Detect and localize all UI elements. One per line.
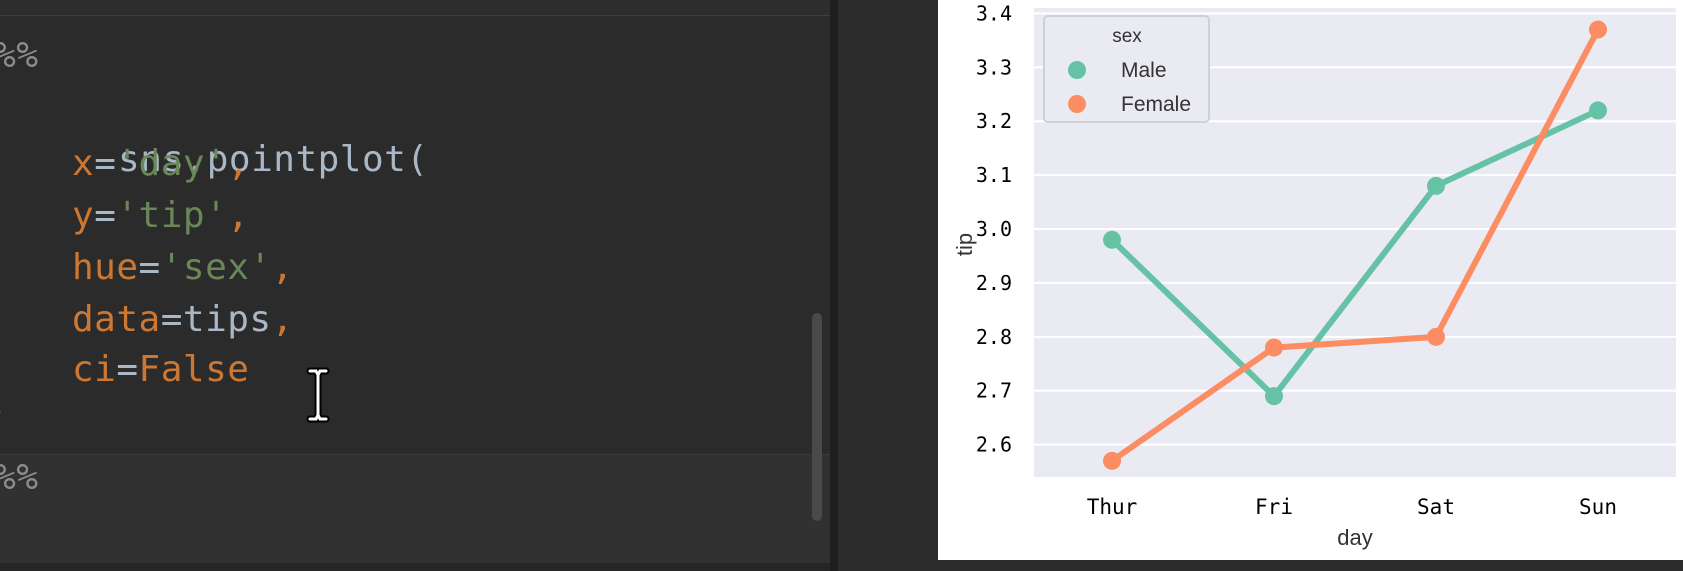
comma: , <box>227 143 250 184</box>
kwarg-value: 'day' <box>116 143 228 184</box>
x-tick-label: Sat <box>1417 495 1455 519</box>
y-tick-label: 2.8 <box>976 325 1012 349</box>
legend-title: sex <box>1112 26 1142 47</box>
x-axis-ticks: Thur Fri Sat Sun <box>1087 495 1617 519</box>
kwarg-value: 'sex' <box>160 247 272 288</box>
x-axis-label: day <box>1337 525 1372 550</box>
y-axis-ticks: 2.6 2.7 2.8 2.9 3.0 3.1 3.2 3.3 3.4 <box>976 1 1012 456</box>
legend-label: Female <box>1121 93 1191 116</box>
legend-marker <box>1068 95 1086 113</box>
data-point-male <box>1589 101 1607 120</box>
data-point-female <box>1265 338 1283 357</box>
editor-footer <box>0 563 830 571</box>
editor-scrollbar[interactable] <box>812 313 822 521</box>
text-cursor-icon <box>306 367 330 423</box>
code-line-kwarg[interactable]: ci=False <box>72 346 249 394</box>
assign-operator: = <box>116 349 139 390</box>
y-tick-label: 3.1 <box>976 163 1012 187</box>
legend-box <box>1043 15 1210 123</box>
comma: , <box>271 247 294 288</box>
y-axis-label: tip <box>952 233 977 256</box>
plot-output: 2.6 2.7 2.8 2.9 3.0 3.1 3.2 3.3 3.4 Thur Fri Sat Su… <box>938 0 1683 560</box>
data-point-female <box>1427 327 1445 346</box>
legend-marker <box>1068 61 1086 79</box>
y-tick-label: 3.3 <box>976 55 1012 79</box>
x-tick-label: Sun <box>1579 495 1617 519</box>
y-tick-label: 3.2 <box>976 109 1012 133</box>
function-call: sns.pointplot( <box>118 139 429 180</box>
series-line-male <box>1109 107 1600 400</box>
cell-marker-top: #%% <box>0 35 39 76</box>
series-line-female <box>1110 28 1601 464</box>
code-line-kwarg[interactable]: data=tips, <box>72 296 294 344</box>
kwarg-name: ci <box>72 349 117 390</box>
kwarg-name: y <box>72 195 95 236</box>
kwarg-value: False <box>138 349 250 390</box>
pane-separator[interactable] <box>830 0 838 571</box>
assign-operator: = <box>138 247 161 288</box>
kwarg-value: 'tip' <box>116 195 228 236</box>
data-point-female <box>1589 20 1607 39</box>
comma: , <box>271 299 294 340</box>
code-line-kwarg[interactable]: hue='sex', <box>72 244 294 292</box>
comma: , <box>227 195 250 236</box>
series-layer <box>1103 20 1607 470</box>
legend-label: Male <box>1121 59 1167 82</box>
code-editor[interactable]: #%% sns.pointplot( x='day',y='tip',hue='… <box>0 0 830 571</box>
assign-operator: = <box>160 299 183 340</box>
grid-lines <box>1034 12 1676 446</box>
next-code-cell[interactable]: #%% <box>0 454 830 571</box>
cell-marker-bottom: #%% <box>0 457 39 498</box>
assign-operator: = <box>94 195 117 236</box>
y-tick-label: 3.0 <box>976 217 1012 241</box>
y-tick-label: 3.4 <box>976 1 1012 25</box>
y-tick-label: 2.7 <box>976 379 1012 403</box>
data-point-male <box>1103 230 1121 249</box>
y-tick-label: 2.9 <box>976 271 1012 295</box>
code-line-call[interactable]: sns.pointplot( <box>0 88 428 180</box>
code-line-close: ) <box>0 388 8 436</box>
editor-top-bar <box>0 0 830 16</box>
x-tick-label: Fri <box>1255 495 1293 519</box>
y-tick-label: 2.6 <box>976 433 1012 457</box>
kwarg-name: x <box>72 143 95 184</box>
active-code-cell[interactable]: #%% sns.pointplot( x='day',y='tip',hue='… <box>0 16 830 454</box>
legend: sex Male Female <box>1043 15 1210 123</box>
data-point-female <box>1103 451 1121 470</box>
x-tick-label: Thur <box>1087 495 1138 519</box>
data-point-male <box>1265 387 1283 406</box>
kwarg-name: data <box>72 299 161 340</box>
pointplot-chart: 2.6 2.7 2.8 2.9 3.0 3.1 3.2 3.3 3.4 Thur Fri Sat Su… <box>952 1 1676 550</box>
kwarg-name: hue <box>72 247 139 288</box>
assign-operator: = <box>94 143 117 184</box>
data-point-male <box>1427 176 1445 195</box>
code-line-kwarg[interactable]: x='day', <box>72 140 249 188</box>
kwarg-value: tips <box>182 299 272 340</box>
code-line-kwarg[interactable]: y='tip', <box>72 192 249 240</box>
